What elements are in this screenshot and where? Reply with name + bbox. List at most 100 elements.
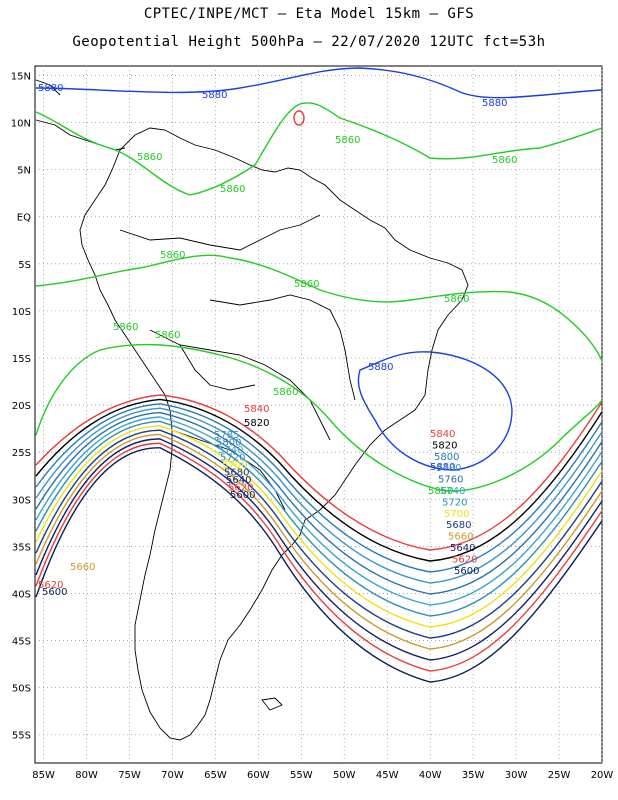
contour-label-5860: 5860 <box>444 294 469 305</box>
contour-5860-mid <box>35 254 603 363</box>
lon-tick-label: 60W <box>247 770 270 781</box>
band-contour-label: 5600 <box>454 566 479 577</box>
lon-tick-label: 25W <box>548 770 571 781</box>
lat-tick-label: 45S <box>12 637 31 648</box>
contour-label-group: 5880 5880 5880 5860 5860 5860 5860 5860 … <box>38 83 517 497</box>
band-contour-label: 5640 <box>450 543 475 554</box>
lat-tick-label: 5N <box>17 166 31 177</box>
band-contour-label: 5840 <box>430 429 455 440</box>
contour-label-5860: 5860 <box>335 135 360 146</box>
map-frame <box>34 65 603 764</box>
contour-label-5860: 5860 <box>294 279 319 290</box>
lat-tick-label: 15S <box>12 354 31 365</box>
amazon-borders <box>119 214 321 251</box>
contour-label-5860: 5860 <box>273 387 298 398</box>
lat-tick-label: 50S <box>12 684 31 695</box>
caribbean-coast <box>35 79 61 96</box>
lat-tick-label: 40S <box>12 589 31 600</box>
band-west-label: 5620 <box>228 483 253 494</box>
lat-tick-label: 30S <box>12 495 31 506</box>
lon-tick-label: 80W <box>75 770 98 781</box>
lat-tick-label: 5S <box>18 260 31 271</box>
contour-5740 <box>35 416 603 606</box>
band-contour-label: 5660 <box>448 532 473 543</box>
lon-tick-label: 50W <box>333 770 356 781</box>
lat-tick-label: 10S <box>12 307 31 318</box>
lon-tick-label: 40W <box>419 770 442 781</box>
band-west-label: 5785 <box>214 430 239 441</box>
band-contour-label: 5800 <box>434 452 459 463</box>
falklands <box>261 697 283 711</box>
band-contour-label: 5820 <box>432 440 457 451</box>
band-west-label: 5600 <box>230 490 255 501</box>
band-contour-label: 5620 <box>452 554 477 565</box>
band-west-label: 5800 <box>216 438 241 449</box>
contour-label-5860: 5860 <box>160 250 185 261</box>
contour-label-5880: 5880 <box>202 90 227 101</box>
contour-5700 <box>35 425 603 628</box>
south-america-coast <box>79 127 469 741</box>
contour-5860-south <box>35 343 603 492</box>
contour-label-5860: 5860 <box>137 152 162 163</box>
contour-band <box>35 394 603 683</box>
contour-5820 <box>35 398 603 562</box>
contour-5720 <box>35 420 603 617</box>
contour-5660 <box>35 433 603 650</box>
band-label-group: 5840582058005780576057405720570056805660… <box>38 404 479 598</box>
lat-tick-label: 35S <box>12 542 31 553</box>
longitude-labels: 85W 80W 75W 70W 65W 60W 55W 50W 45W 40W 35W 30W 25W 2… <box>32 770 613 781</box>
contour-label-5880: 5880 <box>38 83 63 94</box>
contour-5880-north <box>35 67 603 99</box>
band-west-label: 5740 <box>218 445 243 456</box>
contour-5780 <box>35 407 603 584</box>
band-top-label: 5820 <box>244 418 269 429</box>
brazil-border <box>209 294 356 401</box>
lon-tick-label: 30W <box>505 770 528 781</box>
contour-label-5860: 5860 <box>492 155 517 166</box>
contour-label-5860: 5860 <box>220 184 245 195</box>
lat-tick-label: 10N <box>11 119 31 130</box>
lon-tick-label: 85W <box>32 770 55 781</box>
band-west-label: 5700 <box>222 460 247 471</box>
contour-label-5880: 5880 <box>482 98 507 109</box>
contour-label-5860: 5860 <box>428 486 453 497</box>
contour-label-5860: 5860 <box>155 330 180 341</box>
latitude-labels: 15N 10N 5N EQ 5S 10S 15S 20S 25S 30S 35S 40S 45S 50S 5… <box>11 71 31 741</box>
left-edge-label: 5660 <box>70 562 95 573</box>
band-west-label: 5680 <box>224 468 249 479</box>
band-contour-label: 5740 <box>440 486 465 497</box>
lon-tick-label: 20W <box>591 770 614 781</box>
contour-label-5880: 5880 <box>368 362 393 373</box>
contour-5800 <box>35 403 603 573</box>
contour-5860-north <box>35 102 603 196</box>
left-edge-label: 5600 <box>42 587 67 598</box>
lon-tick-label: 75W <box>118 770 141 781</box>
lon-tick-label: 55W <box>290 770 313 781</box>
contour-label-5880: 5880 <box>430 462 455 473</box>
band-west-label: 5720 <box>220 453 245 464</box>
band-contour-label: 5760 <box>438 475 463 486</box>
contour-5840 <box>35 394 603 551</box>
contour-5880-small-high <box>293 110 305 126</box>
contour-5640 <box>35 438 603 661</box>
contour-lines <box>35 67 603 492</box>
contour-5680 <box>35 429 603 639</box>
andes-borders <box>149 329 331 441</box>
grid-lines <box>35 66 603 763</box>
contour-5620 <box>35 442 603 672</box>
lat-tick-label: 15N <box>11 71 31 82</box>
contour-label-5860: 5860 <box>113 322 138 333</box>
lat-tick-label: EQ <box>17 213 31 224</box>
lon-tick-label: 45W <box>376 770 399 781</box>
band-west-label: 5640 <box>226 475 251 486</box>
band-contour-label: 5680 <box>446 520 471 531</box>
lat-tick-label: 55S <box>12 731 31 742</box>
lon-tick-label: 65W <box>204 770 227 781</box>
bolivia-border <box>179 344 256 391</box>
map-title-line1: CPTEC/INPE/MCT – Eta Model 15km – GFS <box>143 6 475 22</box>
contour-5760 <box>35 411 603 595</box>
left-edge-label: 5620 <box>38 580 63 591</box>
lat-tick-label: 25S <box>12 448 31 459</box>
contour-5880-high <box>357 351 513 471</box>
